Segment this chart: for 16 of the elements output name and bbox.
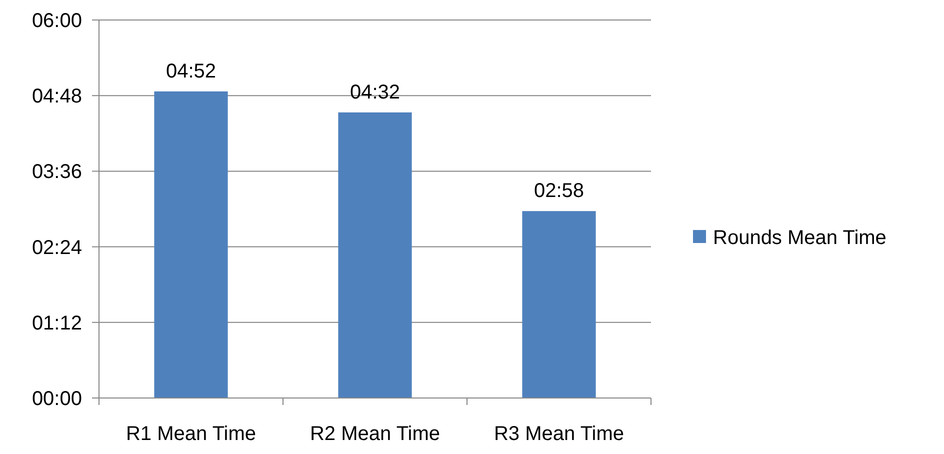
x-tick-label: R3 Mean Time <box>494 423 624 445</box>
bar <box>338 112 412 398</box>
y-tick-label: 03:36 <box>32 161 82 184</box>
y-tick-label: 01:12 <box>32 312 82 334</box>
y-tick-label: 04:48 <box>32 86 82 108</box>
bar <box>154 91 228 398</box>
legend-label: Rounds Mean Time <box>713 227 886 249</box>
data-label: 04:52 <box>166 60 216 82</box>
x-tick-label: R1 Mean Time <box>126 423 256 445</box>
y-tick-label: 02:24 <box>32 236 82 259</box>
y-tick-label: 00:00 <box>32 388 82 410</box>
bar <box>522 211 596 398</box>
y-tick-label: 06:00 <box>32 10 82 32</box>
x-tick-label: R2 Mean Time <box>310 423 440 445</box>
data-label: 02:58 <box>534 180 584 202</box>
data-label: 04:32 <box>350 81 400 104</box>
